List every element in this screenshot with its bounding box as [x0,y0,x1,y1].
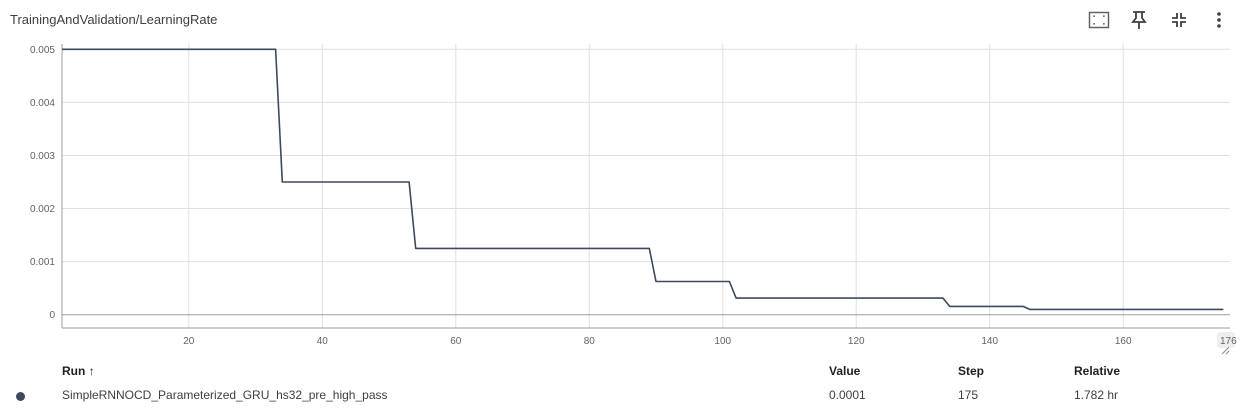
y-tick-label: 0.003 [30,151,55,162]
run-relative-time: 1.782 hr [1074,388,1119,402]
fit-domain-button[interactable] [1084,6,1114,34]
more-options-button[interactable] [1204,6,1234,34]
y-tick-label: 0 [49,310,55,321]
x-tick-label: 40 [317,336,329,347]
run-step: 175 [958,388,979,402]
x-tick-label: 80 [584,336,596,347]
run-name: SimpleRNNOCD_Parameterized_GRU_hs32_pre_… [62,388,388,402]
learning-rate-chart[interactable]: 20 40 60 80 100 120 140 160 0 0.001 0.002 0.003 0.00… [0,36,1242,356]
fit-domain-icon [1088,11,1110,29]
y-tick-label: 0.002 [30,204,55,215]
x-edge-label-box [1217,332,1235,348]
y-tick-label: 0.005 [30,45,55,56]
collapse-icon [1172,13,1186,27]
card-toolbar [1084,6,1234,34]
y-tick-label: 0.001 [30,257,55,268]
step-column-header[interactable]: Step [958,364,985,378]
value-column-header[interactable]: Value [829,364,861,378]
y-tick-label: 0.004 [30,98,55,109]
legend-table: Run ↑ Value Step Relative SimpleRNNOCD_P… [0,358,1242,406]
run-column-header[interactable]: Run ↑ [62,364,95,378]
legend-row: SimpleRNNOCD_Parameterized_GRU_hs32_pre_… [0,382,1242,406]
collapse-button[interactable] [1164,6,1194,34]
card-title: TrainingAndValidation/LearningRate [10,12,218,27]
x-tick-label: 60 [450,336,462,347]
x-edge-label: 176 [1220,336,1237,347]
more-vert-icon [1217,12,1221,28]
run-color-swatch [16,392,25,401]
pin-icon [1131,11,1147,29]
x-tick-label: 160 [1115,336,1132,347]
relative-column-header[interactable]: Relative [1074,364,1121,378]
pin-button[interactable] [1124,6,1154,34]
x-tick-label: 140 [981,336,998,347]
run-value: 0.0001 [829,388,866,402]
resize-handle-icon[interactable] [1218,343,1230,355]
series-line [62,48,1224,311]
x-tick-label: 100 [714,336,731,347]
x-tick-label: 120 [848,336,865,347]
x-tick-label: 20 [183,336,195,347]
legend-header: Run ↑ Value Step Relative [0,358,1242,382]
